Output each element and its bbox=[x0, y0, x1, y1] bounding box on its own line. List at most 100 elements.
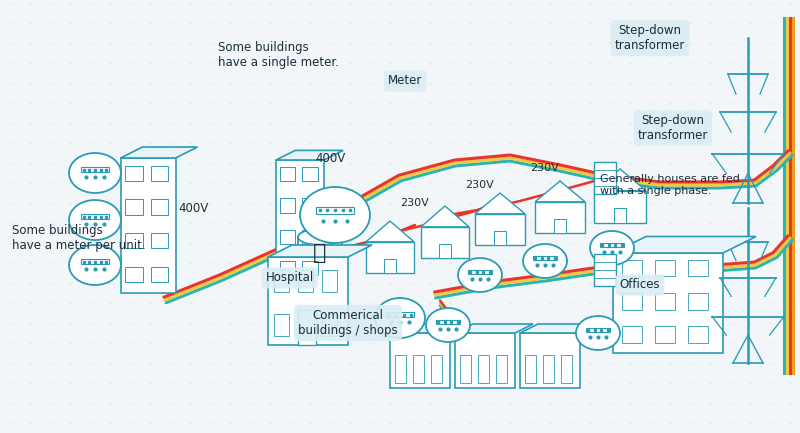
FancyBboxPatch shape bbox=[622, 260, 642, 276]
FancyBboxPatch shape bbox=[468, 270, 492, 274]
FancyBboxPatch shape bbox=[478, 355, 489, 382]
Text: Commerical
buildings / shops: Commerical buildings / shops bbox=[298, 309, 398, 337]
FancyBboxPatch shape bbox=[520, 333, 580, 388]
FancyBboxPatch shape bbox=[81, 214, 110, 219]
Text: 230V: 230V bbox=[400, 198, 429, 208]
FancyBboxPatch shape bbox=[302, 167, 318, 181]
FancyBboxPatch shape bbox=[475, 214, 525, 245]
FancyBboxPatch shape bbox=[688, 293, 707, 310]
FancyBboxPatch shape bbox=[150, 165, 168, 181]
FancyBboxPatch shape bbox=[594, 254, 616, 286]
Ellipse shape bbox=[458, 258, 502, 292]
Ellipse shape bbox=[69, 200, 121, 240]
FancyBboxPatch shape bbox=[496, 355, 506, 382]
FancyBboxPatch shape bbox=[276, 160, 324, 285]
FancyBboxPatch shape bbox=[316, 207, 354, 213]
FancyBboxPatch shape bbox=[688, 260, 707, 276]
FancyBboxPatch shape bbox=[436, 320, 460, 324]
FancyBboxPatch shape bbox=[298, 314, 313, 336]
FancyBboxPatch shape bbox=[654, 260, 674, 276]
FancyBboxPatch shape bbox=[81, 167, 110, 172]
Ellipse shape bbox=[300, 187, 370, 243]
Ellipse shape bbox=[375, 298, 425, 338]
Ellipse shape bbox=[590, 231, 634, 265]
Ellipse shape bbox=[426, 308, 470, 342]
FancyBboxPatch shape bbox=[494, 231, 506, 245]
FancyBboxPatch shape bbox=[622, 293, 642, 310]
FancyBboxPatch shape bbox=[561, 355, 571, 382]
Text: Generally houses are fed
with a single phase.: Generally houses are fed with a single p… bbox=[600, 174, 740, 196]
FancyBboxPatch shape bbox=[460, 355, 470, 382]
FancyBboxPatch shape bbox=[121, 158, 175, 293]
FancyBboxPatch shape bbox=[150, 233, 168, 249]
Polygon shape bbox=[276, 150, 343, 160]
FancyBboxPatch shape bbox=[125, 233, 142, 249]
Polygon shape bbox=[421, 206, 469, 227]
FancyBboxPatch shape bbox=[150, 267, 168, 282]
Text: 400V: 400V bbox=[178, 201, 208, 214]
FancyBboxPatch shape bbox=[554, 219, 566, 233]
Polygon shape bbox=[475, 193, 525, 214]
FancyBboxPatch shape bbox=[613, 253, 723, 353]
FancyBboxPatch shape bbox=[322, 314, 337, 336]
FancyBboxPatch shape bbox=[302, 229, 318, 244]
Polygon shape bbox=[121, 147, 198, 158]
FancyBboxPatch shape bbox=[586, 328, 610, 332]
Polygon shape bbox=[613, 236, 756, 253]
Text: 400V: 400V bbox=[315, 152, 346, 165]
Ellipse shape bbox=[69, 245, 121, 285]
FancyBboxPatch shape bbox=[298, 237, 342, 275]
FancyBboxPatch shape bbox=[535, 202, 585, 233]
FancyBboxPatch shape bbox=[594, 191, 646, 223]
FancyBboxPatch shape bbox=[322, 270, 337, 292]
FancyBboxPatch shape bbox=[125, 199, 142, 215]
Polygon shape bbox=[594, 169, 646, 191]
FancyBboxPatch shape bbox=[688, 326, 707, 343]
FancyBboxPatch shape bbox=[280, 198, 295, 213]
Text: Step-down
transformer: Step-down transformer bbox=[615, 24, 685, 52]
Text: Step-down
transformer: Step-down transformer bbox=[638, 114, 708, 142]
Polygon shape bbox=[535, 181, 585, 202]
FancyBboxPatch shape bbox=[600, 243, 624, 247]
FancyBboxPatch shape bbox=[150, 199, 168, 215]
FancyBboxPatch shape bbox=[421, 227, 469, 258]
FancyBboxPatch shape bbox=[280, 229, 295, 244]
FancyBboxPatch shape bbox=[268, 257, 348, 345]
Text: Offices: Offices bbox=[620, 278, 660, 291]
FancyBboxPatch shape bbox=[594, 162, 616, 194]
FancyBboxPatch shape bbox=[395, 355, 406, 382]
Text: Some buildings
have a single meter.: Some buildings have a single meter. bbox=[218, 41, 339, 69]
FancyBboxPatch shape bbox=[525, 355, 535, 382]
Polygon shape bbox=[390, 324, 468, 333]
FancyBboxPatch shape bbox=[125, 267, 142, 282]
Ellipse shape bbox=[298, 229, 342, 245]
FancyBboxPatch shape bbox=[390, 333, 450, 388]
FancyBboxPatch shape bbox=[274, 314, 289, 336]
FancyBboxPatch shape bbox=[81, 259, 110, 264]
Ellipse shape bbox=[69, 153, 121, 193]
FancyBboxPatch shape bbox=[302, 198, 318, 213]
Text: 230V: 230V bbox=[530, 163, 558, 173]
Ellipse shape bbox=[576, 316, 620, 350]
FancyBboxPatch shape bbox=[654, 293, 674, 310]
FancyBboxPatch shape bbox=[439, 244, 450, 258]
Text: Hospital: Hospital bbox=[266, 271, 314, 284]
Ellipse shape bbox=[523, 244, 567, 278]
FancyBboxPatch shape bbox=[298, 310, 316, 345]
FancyBboxPatch shape bbox=[280, 167, 295, 181]
FancyBboxPatch shape bbox=[280, 261, 295, 275]
Text: ꒰: ꒰ bbox=[314, 243, 326, 263]
FancyBboxPatch shape bbox=[274, 270, 289, 292]
FancyBboxPatch shape bbox=[298, 270, 313, 292]
FancyBboxPatch shape bbox=[622, 326, 642, 343]
FancyBboxPatch shape bbox=[384, 259, 396, 273]
FancyBboxPatch shape bbox=[455, 333, 515, 388]
Polygon shape bbox=[366, 221, 414, 242]
FancyBboxPatch shape bbox=[654, 326, 674, 343]
FancyBboxPatch shape bbox=[614, 208, 626, 223]
FancyBboxPatch shape bbox=[366, 242, 414, 273]
FancyBboxPatch shape bbox=[533, 256, 557, 260]
Text: Some buildings
have a meter per unit.: Some buildings have a meter per unit. bbox=[12, 224, 146, 252]
FancyBboxPatch shape bbox=[125, 165, 142, 181]
Text: Meter: Meter bbox=[388, 74, 422, 87]
